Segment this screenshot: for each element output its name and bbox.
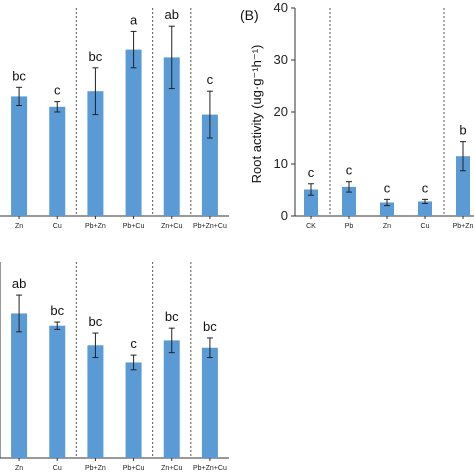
bar — [125, 362, 142, 458]
y-tick-label: 0 — [281, 208, 288, 223]
bar — [304, 189, 318, 216]
chart-panel-a: bc Zn c Cu bc Pb+Zn a Pb+Cu ab Zn+Cu c Pb+Zn+Cu — [0, 7, 229, 230]
y-axis-label: Root activity (ug·g⁻¹h⁻¹) — [249, 45, 264, 184]
y-tick-label: 40 — [274, 0, 288, 15]
bar — [11, 96, 28, 216]
significance-letter: b — [459, 123, 466, 138]
bar — [49, 325, 66, 458]
x-tick-label: Zn — [383, 223, 391, 230]
significance-letter: c — [54, 83, 61, 98]
x-tick-label: Pb+Zn+Cu — [193, 465, 227, 472]
chart-panel-c: ab Zn bc Cu bc Pb+Zn c Pb+Cu bc Zn+Cu bc Pb+Zn+Cu — [0, 262, 229, 472]
bar — [201, 347, 218, 458]
y-tick-label: 30 — [274, 52, 288, 67]
x-tick-label: Zn — [15, 223, 23, 230]
x-tick-label: Pb+Zn — [453, 223, 474, 230]
panel-label: (B) — [240, 7, 259, 23]
significance-letter: c — [346, 163, 353, 178]
y-tick-label: 20 — [274, 104, 288, 119]
significance-letter: c — [130, 336, 137, 351]
x-tick-label: Zn — [15, 465, 23, 472]
x-tick-label: Pb+Zn+Cu — [193, 223, 227, 230]
x-tick-label: Pb+Zn — [85, 465, 106, 472]
significance-letter: c — [207, 72, 214, 87]
bar — [87, 345, 104, 458]
bar — [11, 313, 28, 458]
plot-area-a: bc Zn c Cu bc Pb+Zn a Pb+Cu ab Zn+Cu c Pb+Zn+Cu — [11, 7, 227, 230]
x-tick-label: Pb+Cu — [123, 223, 145, 230]
bar — [49, 106, 66, 216]
significance-letter: bc — [165, 309, 179, 324]
x-tick-label: Cu — [53, 223, 62, 230]
bar — [163, 340, 180, 458]
significance-letter: bc — [89, 49, 103, 64]
significance-letter: bc — [203, 319, 217, 334]
x-tick-label: Pb+Cu — [123, 465, 145, 472]
x-tick-label: Pb+Zn — [85, 223, 106, 230]
y-tick-label: 10 — [274, 156, 288, 171]
plot-area-c: ab Zn bc Cu bc Pb+Zn c Pb+Cu bc Zn+Cu bc Pb+Zn+Cu — [11, 262, 227, 472]
significance-letter: c — [422, 180, 429, 195]
x-tick-label: Cu — [53, 465, 62, 472]
bar — [87, 91, 104, 216]
x-tick-label: Cu — [421, 223, 430, 230]
significance-letter: bc — [89, 314, 103, 329]
significance-letter: bc — [50, 303, 64, 318]
significance-letter: bc — [12, 68, 26, 83]
significance-letter: c — [384, 180, 391, 195]
plot-area-b: 0 10 20 30 40 c CK c Pb c Zn c Cu b Pb+Zn — [274, 0, 474, 230]
significance-letter: a — [130, 12, 138, 27]
significance-letter: c — [308, 165, 315, 180]
x-tick-label: Pb — [345, 223, 354, 230]
x-tick-label: Zn+Cu — [161, 223, 182, 230]
bar — [163, 57, 180, 217]
bar — [456, 156, 470, 216]
significance-letter: ab — [12, 276, 26, 291]
x-tick-label: CK — [306, 223, 316, 230]
bar — [201, 114, 218, 216]
x-tick-label: Zn+Cu — [161, 465, 182, 472]
bar — [125, 49, 142, 216]
bar — [380, 202, 394, 216]
bar — [342, 186, 356, 216]
significance-letter: ab — [165, 7, 179, 22]
bar — [418, 201, 432, 216]
chart-panel-b: (B) Root activity (ug·g⁻¹h⁻¹) 0 10 20 30 40 c… — [240, 0, 474, 230]
